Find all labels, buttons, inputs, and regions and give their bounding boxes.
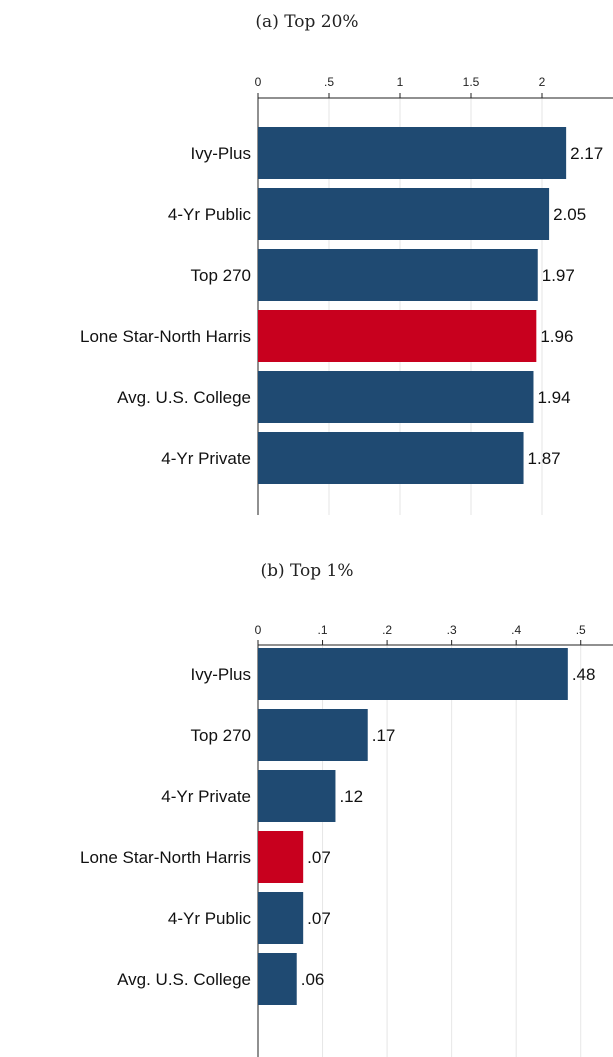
category-label: Ivy-Plus <box>191 144 251 163</box>
x-tick-label: .3 <box>447 623 457 637</box>
x-tick-label: .1 <box>318 623 328 637</box>
bar-highlight <box>258 831 304 883</box>
chart-title: (a) Top 20% <box>255 12 358 32</box>
chart-panel-b: (b) Top 1% 0 .1 .2 .3 .4 .5 Ivy-Plus .48 Top 270.… <box>80 561 613 1057</box>
category-label: Lone Star-North Harris <box>80 848 251 867</box>
value-label: .17 <box>372 726 396 745</box>
x-tick-label: 1 <box>397 75 404 89</box>
category-label: Avg. U.S. College <box>117 388 251 407</box>
x-tick-label: 0 <box>255 75 262 89</box>
x-tick-label: .5 <box>576 623 586 637</box>
bar <box>258 953 297 1005</box>
category-label: Top 270 <box>191 726 252 745</box>
category-label: 4-Yr Public <box>168 909 252 928</box>
bar <box>258 709 368 761</box>
value-label: 1.97 <box>542 266 575 285</box>
bar <box>258 892 304 944</box>
category-label: Top 270 <box>191 266 252 285</box>
category-label: Lone Star-North Harris <box>80 327 251 346</box>
bar <box>258 432 524 484</box>
value-label: .07 <box>307 848 331 867</box>
x-tick-label: .5 <box>324 75 334 89</box>
value-label: .48 <box>572 665 596 684</box>
category-label: 4-Yr Private <box>161 449 251 468</box>
category-label: 4-Yr Private <box>161 787 251 806</box>
bar <box>258 371 534 423</box>
value-label: .07 <box>307 909 331 928</box>
value-label: 2.05 <box>553 205 586 224</box>
bar <box>258 127 567 179</box>
category-label: Ivy-Plus <box>191 665 251 684</box>
category-label: Avg. U.S. College <box>117 970 251 989</box>
category-label: 4-Yr Public <box>168 205 252 224</box>
bar <box>258 648 568 700</box>
chart-title: (b) Top 1% <box>260 561 353 581</box>
value-label: 2.17 <box>570 144 603 163</box>
chart-panel-a: (a) Top 20% 0 .5 1 1.5 2 Ivy-Plus 2.17 4-Yr Publ… <box>80 12 613 515</box>
x-tick-label: .2 <box>382 623 392 637</box>
x-tick-label: 1.5 <box>463 75 480 89</box>
bar <box>258 249 538 301</box>
value-label: 1.94 <box>537 388 570 407</box>
bar-highlight <box>258 310 537 362</box>
value-label: .06 <box>301 970 325 989</box>
value-label: .12 <box>339 787 363 806</box>
x-tick-label: 0 <box>255 623 262 637</box>
value-label: 1.96 <box>540 327 573 346</box>
x-tick-label: 2 <box>539 75 546 89</box>
x-tick-label: .4 <box>511 623 521 637</box>
bar <box>258 770 336 822</box>
bar <box>258 188 550 240</box>
value-label: 1.87 <box>528 449 561 468</box>
